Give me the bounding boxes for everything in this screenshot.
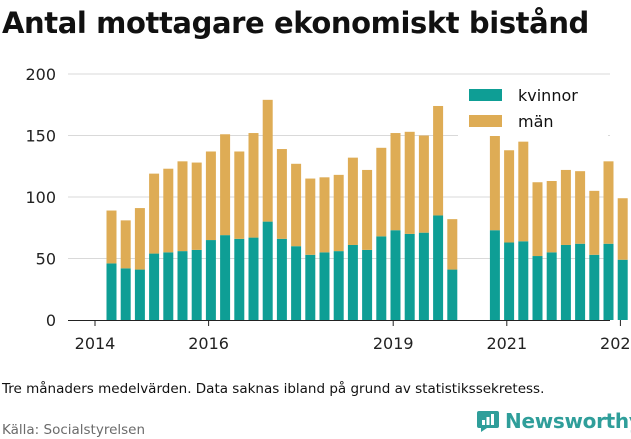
bar-man: [234, 151, 245, 239]
brand-logo[interactable]: Newsworthy: [476, 409, 631, 433]
bar-kvinnor: [305, 254, 316, 320]
legend-label-kvinnor: kvinnor: [518, 86, 578, 105]
bar-man: [305, 178, 316, 255]
bar-kvinnor: [163, 252, 174, 320]
bar-man: [404, 131, 415, 234]
bar-man: [617, 198, 628, 260]
bar-man: [376, 147, 387, 237]
bar-man: [560, 169, 571, 245]
bar-kvinnor: [276, 238, 287, 320]
bar-man: [163, 168, 174, 253]
bar-man: [291, 163, 302, 247]
bar-man: [205, 151, 216, 241]
x-tick-label: 2019: [373, 334, 414, 353]
bar-man: [106, 210, 117, 264]
y-tick-label: 200: [25, 65, 56, 84]
bar-kvinnor: [205, 240, 216, 320]
bar-kvinnor: [106, 263, 117, 320]
bar-kvinnor: [149, 253, 160, 320]
bar-man: [589, 190, 600, 255]
x-tick-label: 2021: [486, 334, 527, 353]
bar-man: [390, 133, 401, 231]
bar-kvinnor: [362, 249, 373, 320]
bar-man: [447, 219, 458, 270]
bar-man: [362, 169, 373, 250]
bar-man: [418, 135, 429, 233]
bar-kvinnor: [319, 252, 330, 320]
bar-kvinnor: [248, 237, 259, 320]
bar-kvinnor: [220, 235, 231, 320]
bar-kvinnor: [134, 269, 145, 320]
bar-kvinnor: [532, 256, 543, 320]
bar-kvinnor: [191, 249, 202, 320]
bar-kvinnor: [376, 236, 387, 320]
bar-man: [276, 149, 287, 239]
bar-man: [575, 171, 586, 244]
bar-kvinnor: [518, 241, 529, 320]
x-tick-label: 2016: [188, 334, 229, 353]
bar-kvinnor: [546, 252, 557, 320]
bar-kvinnor: [575, 243, 586, 320]
bar-kvinnor: [489, 230, 500, 320]
bar-kvinnor: [504, 242, 515, 320]
bar-man: [134, 208, 145, 270]
bar-man: [433, 105, 444, 216]
bar-kvinnor: [617, 259, 628, 320]
bar-kvinnor: [560, 244, 571, 320]
chart: 0 50 100 150 200 2014 2016 2019 2021 2023 kvinno…: [25, 65, 631, 353]
bar-man: [504, 150, 515, 243]
bar-kvinnor: [120, 268, 131, 320]
y-tick-label: 50: [36, 250, 56, 269]
y-axis-labels: 0 50 100 150 200: [25, 65, 56, 330]
legend-label-man: män: [518, 112, 554, 131]
bar-kvinnor: [404, 233, 415, 320]
bar-man: [347, 157, 358, 245]
bar-man: [120, 220, 131, 269]
bar-man: [191, 162, 202, 250]
chart-bars: [106, 99, 628, 320]
bar-man: [546, 181, 557, 253]
x-tick-label: 2014: [75, 334, 116, 353]
bar-man: [489, 129, 500, 231]
bar-kvinnor: [333, 251, 344, 320]
bar-man: [532, 182, 543, 257]
source-credit: Källa: Socialstyrelsen: [2, 422, 146, 438]
y-tick-label: 0: [46, 311, 56, 330]
bar-man: [603, 161, 614, 244]
x-tick-label: 2023: [600, 334, 631, 353]
footnote: Tre månaders medelvärden. Data saknas ib…: [2, 381, 545, 397]
bar-man: [333, 174, 344, 252]
legend-swatch-man: [469, 115, 502, 127]
bar-kvinnor: [433, 215, 444, 320]
bar-man: [262, 99, 273, 222]
bar-kvinnor: [234, 238, 245, 320]
bar-kvinnor: [603, 243, 614, 320]
bar-kvinnor: [390, 230, 401, 320]
bar-man: [518, 141, 529, 242]
y-tick-label: 100: [25, 188, 56, 207]
y-tick-label: 150: [25, 127, 56, 146]
bar-man: [220, 134, 231, 236]
bar-man: [248, 133, 259, 238]
chart-legend: kvinnor män: [458, 82, 608, 136]
bar-kvinnor: [447, 269, 458, 320]
newsworthy-logo-icon: [477, 411, 499, 432]
bar-kvinnor: [589, 254, 600, 320]
bar-kvinnor: [291, 246, 302, 320]
bar-kvinnor: [177, 251, 188, 320]
brand-name: Newsworthy: [505, 409, 631, 433]
bar-kvinnor: [262, 221, 273, 320]
bar-man: [177, 161, 188, 252]
bar-man: [319, 177, 330, 253]
bar-man: [149, 173, 160, 254]
chart-title: Antal mottagare ekonomiskt bistånd: [2, 6, 589, 40]
x-axis: 2014 2016 2019 2021 2023: [68, 320, 631, 353]
legend-swatch-kvinnor: [469, 89, 502, 101]
bar-kvinnor: [347, 244, 358, 320]
bar-kvinnor: [418, 232, 429, 320]
